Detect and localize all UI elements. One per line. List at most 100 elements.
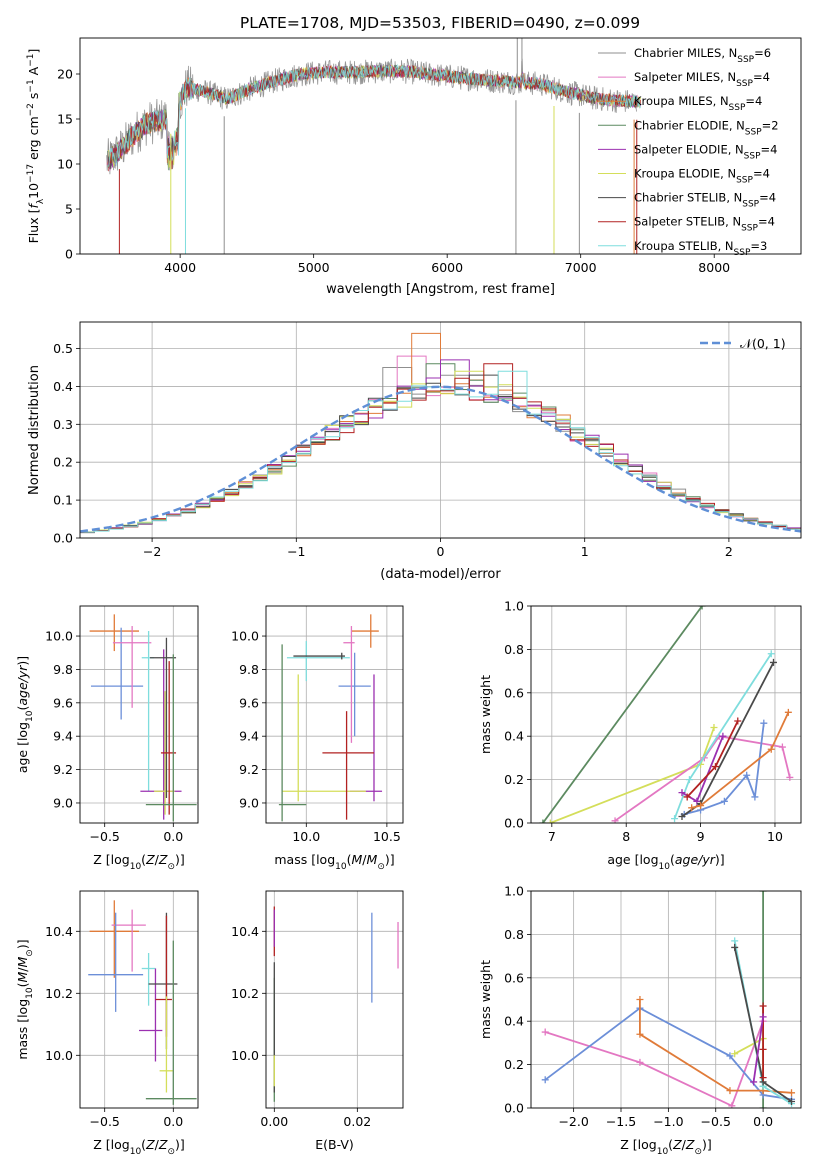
x-tick-label: 7000 <box>565 260 597 275</box>
weight-marker <box>788 1097 796 1105</box>
weight-line <box>683 723 765 816</box>
x-tick-label: 7 <box>548 829 556 844</box>
weight-marker <box>720 797 728 805</box>
weight-marker <box>731 1050 739 1058</box>
errorbar-point <box>149 637 177 798</box>
errorbar-point <box>282 674 366 802</box>
weight-series <box>671 650 775 823</box>
y-tick-label: 10.0 <box>45 629 73 644</box>
y-tick-label: 9.8 <box>239 662 259 677</box>
y-tick-label: 0.8 <box>504 927 524 942</box>
weight-series <box>688 708 792 812</box>
legend-entry: Kroupa MILES, NSSP=4 <box>634 94 762 113</box>
weight-marker <box>678 789 686 797</box>
weight-marker <box>759 891 767 895</box>
x-tick-label: 0.0 <box>163 1114 183 1129</box>
errorbar-point <box>351 614 379 648</box>
mass-vs-ebv-chart: 0.00 0.02 10.0 10.2 10.4 E(B-V) <box>231 890 404 1152</box>
plot-area <box>539 606 794 823</box>
weight-line <box>544 1020 764 1108</box>
x-tick-label: −1.0 <box>653 1114 683 1129</box>
weight-marker <box>636 1030 644 1038</box>
weight-marker <box>750 1078 758 1086</box>
y-tick-label: 10.2 <box>231 986 259 1001</box>
errorbar-point <box>141 631 155 792</box>
errorbar-point <box>140 649 182 820</box>
weight-marker <box>734 717 742 725</box>
y-tick-label: 0.6 <box>504 685 524 700</box>
legend: 𝒩(0, 1) <box>700 336 786 351</box>
axes-frame <box>265 890 404 1109</box>
y-tick-label: 10.4 <box>45 924 73 939</box>
weight-marker <box>698 606 706 610</box>
weight-series <box>750 1013 767 1086</box>
errorbar-point <box>112 626 152 708</box>
normal-curve <box>80 385 801 533</box>
weight-marker <box>767 650 775 658</box>
y-tick-label: 10.4 <box>231 924 259 939</box>
weight-marker <box>767 745 775 753</box>
errorbar-point <box>145 654 197 822</box>
x-tick-label: 0 <box>437 544 445 559</box>
x-tick-label: 6000 <box>431 260 463 275</box>
spectrum-line <box>108 63 642 167</box>
grid <box>266 606 403 823</box>
axes: −2 −1 0 1 2 0.0 0.1 0.2 0.3 0.4 0.5 (data-model)/er… <box>27 321 802 582</box>
errorbar-point <box>155 915 172 1037</box>
errorbar-point <box>141 953 156 1006</box>
residuals-chart: −2 −1 0 1 2 0.0 0.1 0.2 0.3 0.4 0.5 (data-model)/er… <box>27 321 802 582</box>
axes-frame <box>79 37 802 255</box>
axes-frame <box>265 605 404 824</box>
y-tick-label: 10.0 <box>231 1048 259 1063</box>
errorbar-point <box>338 652 371 737</box>
weight-marker <box>759 1045 767 1053</box>
weight-marker <box>685 776 693 784</box>
errorbar-point <box>293 652 345 660</box>
weight-line <box>691 711 790 809</box>
y-tick-label: 9.2 <box>53 762 73 777</box>
y-tick-label: 5 <box>65 202 73 217</box>
spectrum-chart: 4000 5000 6000 7000 8000 0 5 10 15 20 wavelength [… <box>26 37 802 297</box>
weight-line <box>614 735 791 822</box>
weight-marker <box>671 815 679 823</box>
y-tick-label: 0.2 <box>53 455 73 470</box>
axes: −0.5 0.0 9.0 9.2 9.4 9.6 9.8 10.0 Z [log10(Z/Z⊙)… <box>15 605 199 872</box>
x-tick-label: 0.02 <box>343 1114 371 1129</box>
weight-line <box>752 1016 764 1083</box>
weight-marker <box>731 943 739 951</box>
legend-entry: 𝒩(0, 1) <box>740 336 786 351</box>
y-tick-label: 0.4 <box>504 1014 524 1029</box>
legend-entry: Salpeter MILES, NSSP=4 <box>634 70 770 89</box>
x-tick-label: 8 <box>622 829 630 844</box>
axes-frame <box>79 890 199 1109</box>
x-tick-label: −2.0 <box>558 1114 588 1129</box>
x-axis-label: Z [log10(Z/Z⊙)] <box>93 852 185 872</box>
weight-series <box>539 606 706 823</box>
errorbar-point <box>89 900 139 978</box>
errorbar-point <box>89 614 139 652</box>
legend-entry: Chabrier MILES, NSSP=6 <box>634 46 771 65</box>
weight-marker <box>743 771 751 779</box>
plot-area <box>273 906 399 1102</box>
x-tick-label: 8000 <box>698 260 730 275</box>
y-tick-label: 1.0 <box>504 884 524 899</box>
mass-vs-metallicity-chart: −0.5 0.0 10.0 10.2 10.4 Z [log10(Z/Z⊙)] mass [… <box>15 890 199 1157</box>
weight-marker <box>541 1028 549 1036</box>
y-tick-label: 0.2 <box>504 1057 524 1072</box>
legend-entry: Salpeter ELODIE, NSSP=4 <box>634 142 777 161</box>
legend-entry: Kroupa ELODIE, NSSP=4 <box>634 167 770 186</box>
weight-marker <box>788 1089 796 1097</box>
x-tick-label: 0.0 <box>163 829 183 844</box>
legend-entry: Kroupa STELIB, NSSP=3 <box>634 239 767 258</box>
plot-area <box>541 891 796 1108</box>
y-tick-label: 0.3 <box>53 417 73 432</box>
weight-marker <box>688 804 696 812</box>
weight-line <box>542 606 703 823</box>
weight-series <box>683 717 742 801</box>
grid <box>80 891 198 1108</box>
x-tick-label: 0.00 <box>260 1114 288 1129</box>
axes-frame <box>79 321 802 539</box>
x-axis-label: mass [log10(M/M⊙)] <box>274 852 394 872</box>
y-tick-label: 10 <box>57 157 73 172</box>
